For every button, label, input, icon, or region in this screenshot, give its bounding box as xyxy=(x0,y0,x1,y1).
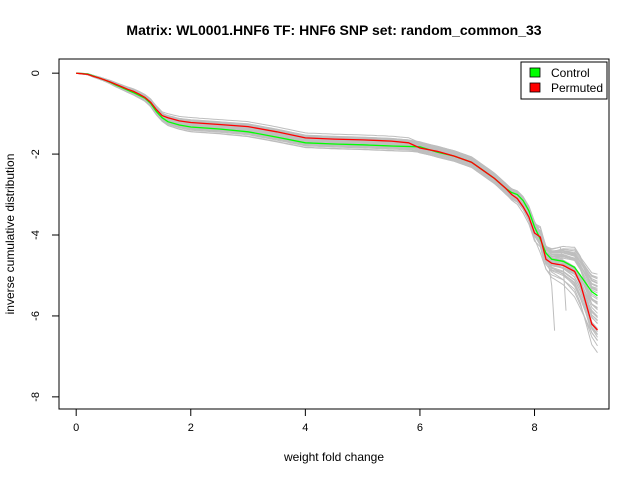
legend: Control Permuted xyxy=(520,61,608,100)
legend-swatch-control xyxy=(529,67,541,78)
background-curve xyxy=(76,72,556,331)
plot-frame xyxy=(58,58,610,410)
background-curve xyxy=(76,72,567,311)
x-tick-label: 2 xyxy=(188,422,194,434)
y-tick-label: -2 xyxy=(30,149,42,159)
background-curves xyxy=(76,72,598,353)
chart-title: Matrix: WL0001.HNF6 TF: HNF6 SNP set: ra… xyxy=(126,22,541,38)
background-curve xyxy=(76,72,598,353)
y-tick-label: 0 xyxy=(30,70,42,76)
legend-swatch-permuted xyxy=(529,82,541,93)
y-axis: 0 -2 -4 -6 -8 xyxy=(30,70,60,402)
legend-label-permuted: Permuted xyxy=(551,81,603,95)
x-tick-label: 8 xyxy=(531,422,537,434)
series-line-permuted xyxy=(76,72,598,331)
background-curve xyxy=(76,72,598,324)
x-tick-label: 0 xyxy=(73,422,79,434)
x-axis-label: weight fold change xyxy=(283,450,384,464)
series-lines xyxy=(76,72,598,331)
background-curve xyxy=(76,72,598,347)
y-axis-label: inverse cumulative distribution xyxy=(3,154,17,315)
x-tick-label: 4 xyxy=(302,422,308,434)
legend-label-control: Control xyxy=(551,66,590,80)
x-axis: 0 2 4 6 8 xyxy=(73,408,538,434)
y-tick-label: -8 xyxy=(30,392,42,402)
y-tick-label: -4 xyxy=(30,230,42,240)
x-tick-label: 6 xyxy=(417,422,423,434)
y-tick-label: -6 xyxy=(30,311,42,321)
